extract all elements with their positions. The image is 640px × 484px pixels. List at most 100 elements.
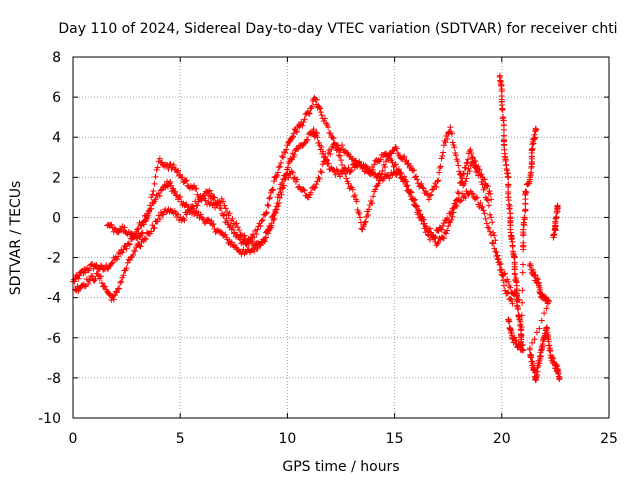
data-point bbox=[449, 213, 456, 220]
data-point bbox=[283, 146, 290, 153]
data-point bbox=[113, 289, 120, 296]
data-point bbox=[487, 190, 494, 197]
data-point bbox=[359, 164, 366, 171]
data-point bbox=[148, 194, 155, 201]
data-point bbox=[508, 296, 515, 303]
data-point bbox=[436, 169, 443, 176]
data-point bbox=[505, 183, 512, 190]
data-point bbox=[275, 169, 282, 176]
data-point bbox=[526, 345, 533, 352]
data-point bbox=[317, 105, 324, 112]
data-point bbox=[534, 275, 541, 282]
data-point bbox=[494, 252, 501, 259]
data-point bbox=[251, 248, 258, 255]
data-point bbox=[450, 209, 457, 216]
data-point bbox=[150, 187, 157, 194]
data-point bbox=[251, 234, 258, 241]
data-point bbox=[487, 228, 494, 235]
data-point bbox=[305, 110, 312, 117]
data-point bbox=[391, 162, 398, 169]
data-point bbox=[262, 210, 269, 217]
data-point bbox=[440, 149, 447, 156]
data-point bbox=[327, 130, 334, 137]
data-point bbox=[263, 209, 270, 216]
data-point bbox=[505, 289, 512, 296]
data-point bbox=[268, 222, 275, 229]
data-point bbox=[210, 220, 217, 227]
data-point bbox=[449, 139, 456, 146]
data-point bbox=[454, 189, 461, 196]
data-point bbox=[290, 133, 297, 140]
data-point bbox=[270, 186, 277, 193]
data-point bbox=[444, 135, 451, 142]
data-point bbox=[191, 205, 198, 212]
data-point bbox=[325, 160, 332, 167]
data-point bbox=[359, 226, 366, 233]
data-point bbox=[289, 134, 296, 141]
data-point bbox=[477, 200, 484, 206]
data-point bbox=[407, 193, 414, 200]
data-point bbox=[305, 194, 312, 201]
data-point bbox=[456, 198, 463, 205]
data-point bbox=[101, 266, 108, 273]
data-point bbox=[332, 171, 339, 178]
data-point bbox=[139, 229, 146, 236]
data-point bbox=[451, 204, 458, 211]
data-point bbox=[177, 193, 184, 200]
data-point bbox=[534, 368, 541, 375]
data-point bbox=[430, 186, 437, 193]
data-point bbox=[345, 180, 352, 187]
data-point bbox=[464, 159, 471, 166]
data-point bbox=[392, 161, 399, 168]
data-point bbox=[230, 230, 237, 237]
data-point bbox=[157, 187, 164, 194]
data-point bbox=[532, 134, 539, 141]
data-point bbox=[456, 180, 463, 187]
data-point bbox=[271, 178, 277, 185]
data-point bbox=[426, 225, 433, 232]
data-point bbox=[370, 166, 377, 173]
data-point bbox=[381, 164, 388, 171]
y-tick-label: -6 bbox=[47, 331, 61, 347]
data-point bbox=[183, 177, 190, 184]
data-point bbox=[543, 305, 550, 312]
data-point bbox=[419, 184, 426, 191]
data-point bbox=[169, 185, 176, 192]
data-point bbox=[530, 140, 537, 147]
data-point bbox=[437, 163, 444, 170]
data-point bbox=[291, 151, 298, 158]
data-point bbox=[86, 267, 93, 274]
data-point bbox=[290, 175, 297, 182]
data-point bbox=[518, 312, 525, 319]
data-point bbox=[519, 287, 526, 294]
data-point bbox=[400, 176, 407, 183]
data-point bbox=[371, 161, 378, 168]
data-point bbox=[97, 262, 104, 269]
data-point bbox=[536, 325, 543, 332]
data-point bbox=[518, 323, 525, 330]
data-point bbox=[194, 202, 201, 209]
data-point bbox=[351, 192, 358, 199]
data-point bbox=[451, 144, 458, 151]
data-point bbox=[271, 210, 278, 217]
data-point bbox=[404, 161, 411, 168]
data-point bbox=[475, 163, 482, 170]
data-point bbox=[429, 186, 436, 193]
data-point bbox=[521, 214, 528, 221]
data-point bbox=[523, 189, 530, 196]
data-point bbox=[280, 176, 287, 183]
data-point bbox=[460, 182, 467, 189]
data-point bbox=[282, 149, 289, 156]
data-point bbox=[102, 283, 109, 290]
data-point bbox=[201, 220, 208, 227]
data-point bbox=[152, 196, 159, 203]
data-point bbox=[126, 257, 133, 264]
data-point bbox=[554, 202, 561, 209]
data-point bbox=[515, 306, 522, 313]
data-point bbox=[126, 241, 133, 248]
data-point bbox=[229, 224, 236, 231]
data-point bbox=[327, 151, 334, 158]
y-tick-label: 8 bbox=[52, 50, 61, 66]
data-point bbox=[482, 215, 489, 222]
data-point bbox=[491, 232, 498, 239]
